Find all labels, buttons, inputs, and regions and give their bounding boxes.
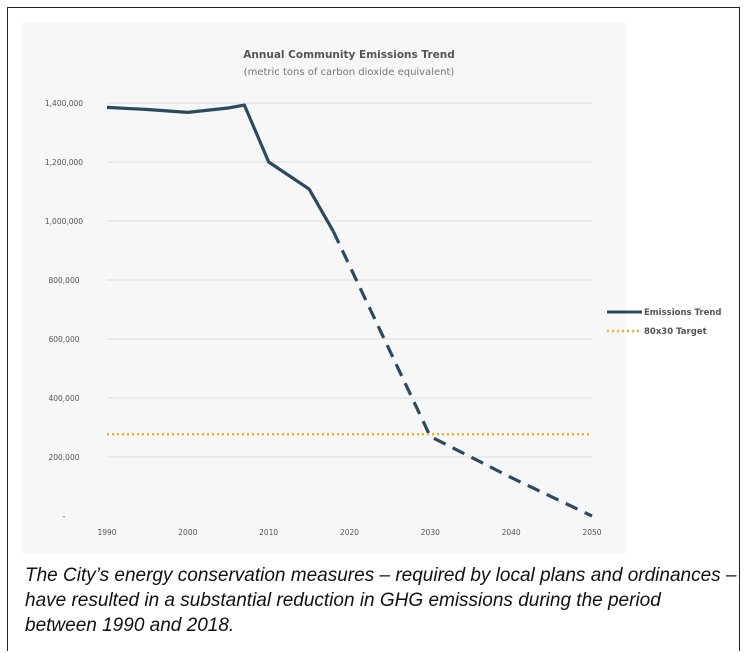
x-tick-label: 2050 — [582, 528, 601, 537]
chart-subtitle: (metric tons of carbon dioxide equivalen… — [244, 67, 455, 78]
figure-frame: 1,400,000 1,200,000 1,000,000 800,000 600,00… — [7, 7, 740, 651]
y-tick-label: 1,400,000 — [45, 99, 83, 108]
x-tick-label: 1990 — [97, 528, 116, 537]
chart-title: Annual Community Emissions Trend — [243, 49, 454, 61]
y-tick-label: 600,000 — [48, 335, 79, 344]
y-tick-label: 400,000 — [48, 394, 79, 403]
axis-ticks: 1,400,000 1,200,000 1,000,000 800,000 600,00… — [45, 99, 602, 537]
y-tick-label: - — [63, 512, 66, 521]
y-tick-label: 200,000 — [48, 453, 79, 462]
x-tick-label: 2040 — [502, 528, 521, 537]
x-tick-label: 2000 — [178, 528, 197, 537]
y-tick-label: 1,000,000 — [45, 217, 83, 226]
emissions-chart: 1,400,000 1,200,000 1,000,000 800,000 600,00… — [45, 49, 722, 537]
x-tick-label: 2010 — [259, 528, 278, 537]
x-tick-label: 2020 — [340, 528, 359, 537]
emissions-projection-line — [331, 230, 593, 518]
x-tick-label: 2030 — [421, 528, 440, 537]
legend: Emissions Trend 80x30 Target — [607, 308, 721, 337]
legend-label: Emissions Trend — [644, 308, 721, 318]
series-lines — [106, 103, 593, 518]
y-tick-label: 800,000 — [48, 276, 79, 285]
emissions-trend-line — [106, 103, 335, 233]
legend-label: 80x30 Target — [644, 327, 707, 337]
figure-caption: The City’s energy conservation measures … — [25, 565, 737, 636]
gridlines — [107, 102, 592, 458]
chart-panel: 1,400,000 1,200,000 1,000,000 800,000 600,00… — [22, 23, 721, 553]
y-tick-label: 1,200,000 — [45, 158, 83, 167]
